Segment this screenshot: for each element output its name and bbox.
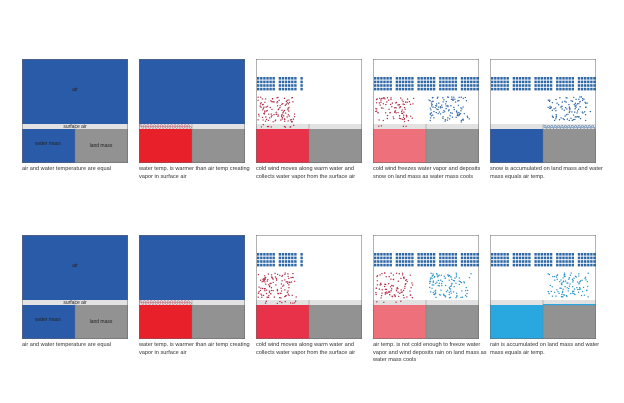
land-mass: [75, 305, 128, 339]
panel-border: [22, 59, 128, 163]
air-label: air: [72, 87, 78, 93]
water-mass: [256, 129, 309, 163]
water-mass: [22, 305, 75, 339]
water-mass: [373, 129, 426, 163]
surface-vapor-dots: [264, 300, 297, 305]
diagram-panel-wind: [256, 235, 362, 339]
panel-caption: cold wind moves along warm water and col…: [256, 166, 356, 180]
panel-border: [22, 235, 128, 339]
surface-vapor-dots: [376, 300, 402, 303]
water-vapor-dots: [257, 96, 296, 123]
air-region: [256, 59, 362, 124]
water-mass: [490, 129, 543, 163]
cold-wind: [374, 253, 479, 267]
surface-vapor-dots: [260, 123, 295, 128]
panel-caption: air and water temperature are equal: [22, 342, 111, 348]
diagram-panel-warm: [139, 235, 245, 339]
air-label: air: [72, 263, 78, 269]
surface-vapor-dots: [378, 125, 407, 128]
diagram-panel-freeze: [373, 235, 479, 339]
land-mass: [426, 305, 479, 339]
water-mass: [490, 305, 543, 339]
air-region: [139, 59, 245, 124]
panel-border: [256, 59, 362, 163]
surface-air-label: surface air: [63, 124, 87, 130]
panel-caption: water temp. is warmer than air temp crea…: [139, 342, 250, 356]
land-mass-label: land mass: [90, 319, 113, 325]
vapor-pattern: [139, 300, 192, 305]
snow-accumulation: [543, 125, 595, 129]
panel-caption: cold wind moves along warm water and col…: [256, 342, 356, 356]
air-region: [490, 235, 596, 300]
air-region: [373, 235, 479, 300]
panel-border: [139, 235, 245, 339]
water-mass: [139, 305, 192, 339]
panel-border: [373, 59, 479, 163]
panel-caption: cold wind freezes water vapor and deposi…: [373, 166, 481, 180]
water-mass: [256, 305, 309, 339]
cold-wind: [491, 77, 596, 91]
panel-border: [373, 235, 479, 339]
cold-wind: [257, 253, 303, 267]
panel-caption: air temp. is not cold enough to freeze w…: [373, 342, 487, 363]
water-vapor-dots: [257, 272, 297, 299]
diagram-panel-equal: air surface air water mass land mass: [22, 59, 128, 163]
panel-border: [139, 59, 245, 163]
panel-border: [490, 235, 596, 339]
frozen-vapor-dots: [428, 96, 470, 123]
panel-caption: rain is accumulated on land mass and wat…: [490, 342, 600, 356]
panel-border: [490, 59, 596, 163]
diagram-panel-freeze: [373, 59, 479, 163]
water-mass: [22, 129, 75, 163]
air-region: [22, 59, 128, 124]
air-region: [490, 59, 596, 124]
water-vapor-dots: [375, 97, 415, 123]
panel-caption: air and water temperature are equal: [22, 166, 111, 172]
precipitation-dots: [547, 272, 589, 298]
panel-caption: snow is accumulated on land mass and wat…: [490, 166, 603, 180]
cold-wind: [491, 253, 596, 267]
diagram-panel-warm: [139, 59, 245, 163]
vapor-pattern: [139, 124, 192, 129]
air-region: [373, 59, 479, 124]
diagram-panel-snow: [490, 59, 596, 163]
water-mass: [373, 305, 426, 339]
panel-caption: water temp. is warmer than air temp crea…: [139, 166, 250, 180]
precipitation-dots: [547, 96, 592, 122]
diagram-panel-wind: [256, 59, 362, 163]
diagram-panel-rain: [490, 235, 596, 339]
water-vapor-dots: [375, 272, 414, 299]
cold-wind: [257, 77, 303, 91]
water-mass: [139, 129, 192, 163]
land-mass: [309, 129, 362, 163]
frozen-vapor-dots: [428, 272, 472, 299]
land-mass: [309, 305, 362, 339]
land-mass: [192, 305, 245, 339]
land-mass: [426, 129, 479, 163]
air-region: [256, 235, 362, 300]
land-mass: [543, 305, 596, 339]
rain-accumulation: [543, 304, 596, 306]
panel-border: [256, 235, 362, 339]
water-mass-label: water mass: [35, 141, 61, 147]
land-mass: [192, 129, 245, 163]
water-mass-label: water mass: [35, 317, 61, 323]
surface-air-label: surface air: [63, 300, 87, 306]
air-region: [22, 235, 128, 300]
land-mass: [543, 129, 596, 163]
cold-wind: [374, 77, 479, 91]
air-region: [139, 235, 245, 300]
diagram-panel-equal: air surface air water mass land mass: [22, 235, 128, 339]
land-mass-label: land mass: [90, 143, 113, 149]
land-mass: [75, 129, 128, 163]
